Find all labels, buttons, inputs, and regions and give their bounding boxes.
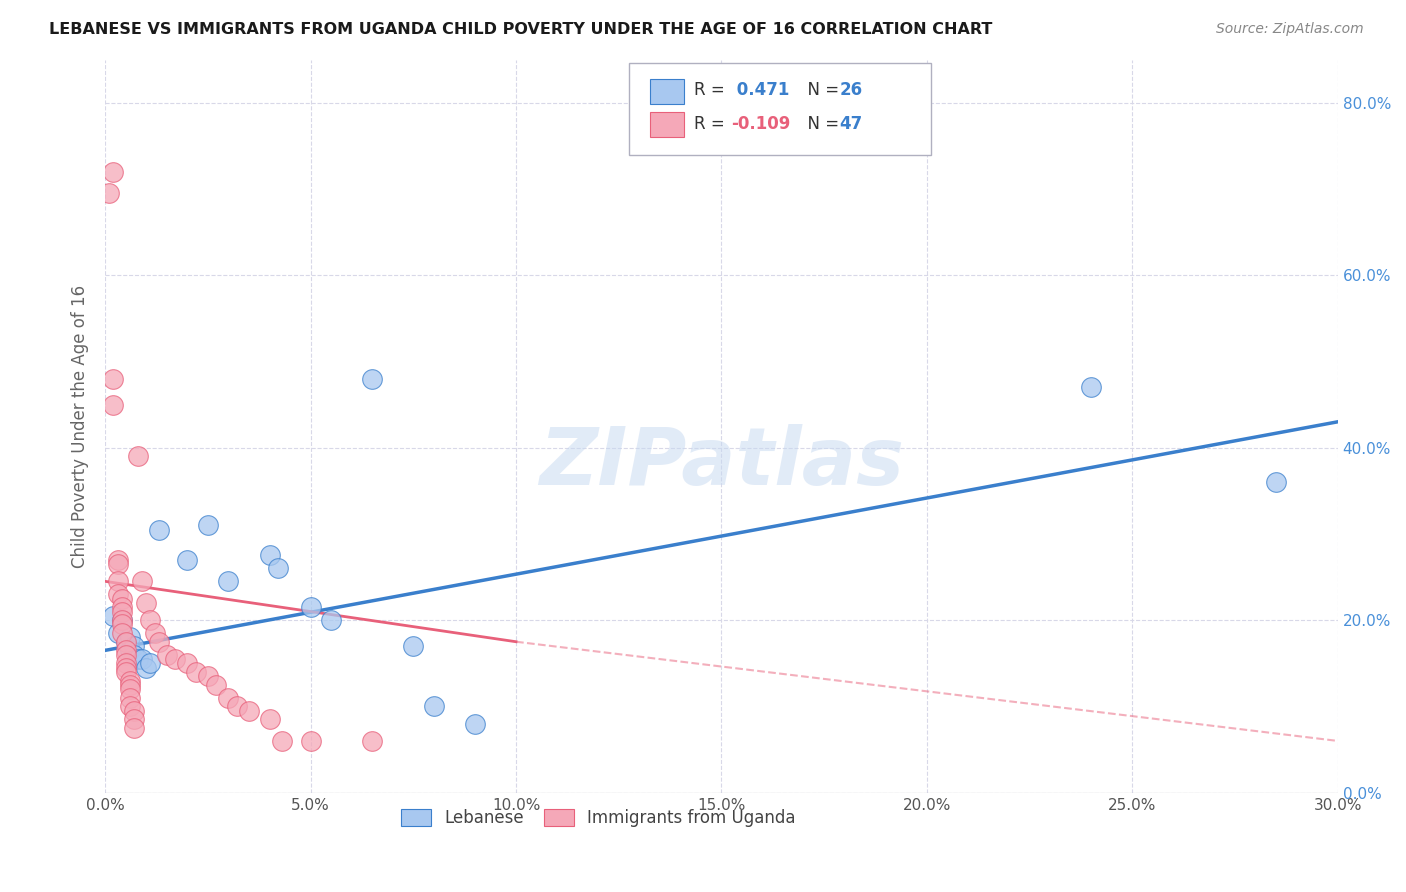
Point <box>118 690 141 705</box>
Point <box>114 660 136 674</box>
Text: ZIPatlas: ZIPatlas <box>538 424 904 502</box>
Text: R =: R = <box>695 115 730 133</box>
Point <box>361 372 384 386</box>
Point <box>205 678 228 692</box>
Point <box>127 450 149 464</box>
Text: -0.109: -0.109 <box>731 115 790 133</box>
Legend: Lebanese, Immigrants from Uganda: Lebanese, Immigrants from Uganda <box>392 801 804 836</box>
Point <box>299 734 322 748</box>
Point <box>148 634 170 648</box>
Point <box>131 574 153 589</box>
Point <box>139 613 162 627</box>
Text: N =: N = <box>797 81 844 99</box>
Point <box>114 657 136 671</box>
Y-axis label: Child Poverty Under the Age of 16: Child Poverty Under the Age of 16 <box>72 285 89 567</box>
Point <box>225 699 247 714</box>
Point <box>118 631 141 645</box>
Point <box>402 639 425 653</box>
Point <box>107 587 129 601</box>
Point <box>267 561 290 575</box>
Text: 26: 26 <box>839 81 863 99</box>
Point <box>165 652 187 666</box>
Point <box>148 523 170 537</box>
Point <box>259 712 281 726</box>
Point <box>1265 475 1288 490</box>
Point <box>103 608 125 623</box>
Point <box>131 652 153 666</box>
Point <box>118 643 141 657</box>
Point <box>217 690 239 705</box>
Point <box>103 165 125 179</box>
FancyBboxPatch shape <box>650 79 685 103</box>
Point <box>122 639 145 653</box>
Point <box>111 617 134 632</box>
Point <box>176 657 198 671</box>
Text: Source: ZipAtlas.com: Source: ZipAtlas.com <box>1216 22 1364 37</box>
Point <box>217 574 239 589</box>
Point <box>118 678 141 692</box>
Point <box>464 716 486 731</box>
Point <box>139 657 162 671</box>
Point <box>111 605 134 619</box>
Point <box>114 665 136 679</box>
Point <box>176 553 198 567</box>
Point <box>114 634 136 648</box>
Point <box>299 600 322 615</box>
Point <box>127 652 149 666</box>
Point <box>114 634 136 648</box>
Point <box>423 699 446 714</box>
Point <box>111 613 134 627</box>
Point <box>107 574 129 589</box>
Point <box>122 704 145 718</box>
Point <box>1080 380 1102 394</box>
Point <box>122 712 145 726</box>
Point <box>107 553 129 567</box>
FancyBboxPatch shape <box>628 63 931 155</box>
Text: 0.471: 0.471 <box>731 81 790 99</box>
Point <box>111 591 134 606</box>
Point <box>122 721 145 735</box>
Point <box>103 398 125 412</box>
Point <box>111 626 134 640</box>
Point <box>143 626 166 640</box>
Point <box>107 557 129 571</box>
Point <box>270 734 292 748</box>
Point <box>111 600 134 615</box>
Point <box>122 648 145 662</box>
Point <box>114 648 136 662</box>
Text: LEBANESE VS IMMIGRANTS FROM UGANDA CHILD POVERTY UNDER THE AGE OF 16 CORRELATION: LEBANESE VS IMMIGRANTS FROM UGANDA CHILD… <box>49 22 993 37</box>
Point <box>107 626 129 640</box>
Point <box>118 673 141 688</box>
Point <box>238 704 260 718</box>
Point <box>118 699 141 714</box>
Text: 47: 47 <box>839 115 863 133</box>
Point <box>103 372 125 386</box>
Text: N =: N = <box>797 115 844 133</box>
Point <box>118 682 141 697</box>
Point <box>135 596 157 610</box>
Point <box>197 669 219 683</box>
Point <box>135 660 157 674</box>
Point <box>321 613 343 627</box>
Point <box>98 186 121 201</box>
Point <box>197 518 219 533</box>
Point <box>111 613 134 627</box>
Point <box>184 665 207 679</box>
Text: R =: R = <box>695 81 730 99</box>
FancyBboxPatch shape <box>650 112 685 136</box>
Point <box>259 549 281 563</box>
Point <box>156 648 179 662</box>
Point <box>114 643 136 657</box>
Point <box>361 734 384 748</box>
